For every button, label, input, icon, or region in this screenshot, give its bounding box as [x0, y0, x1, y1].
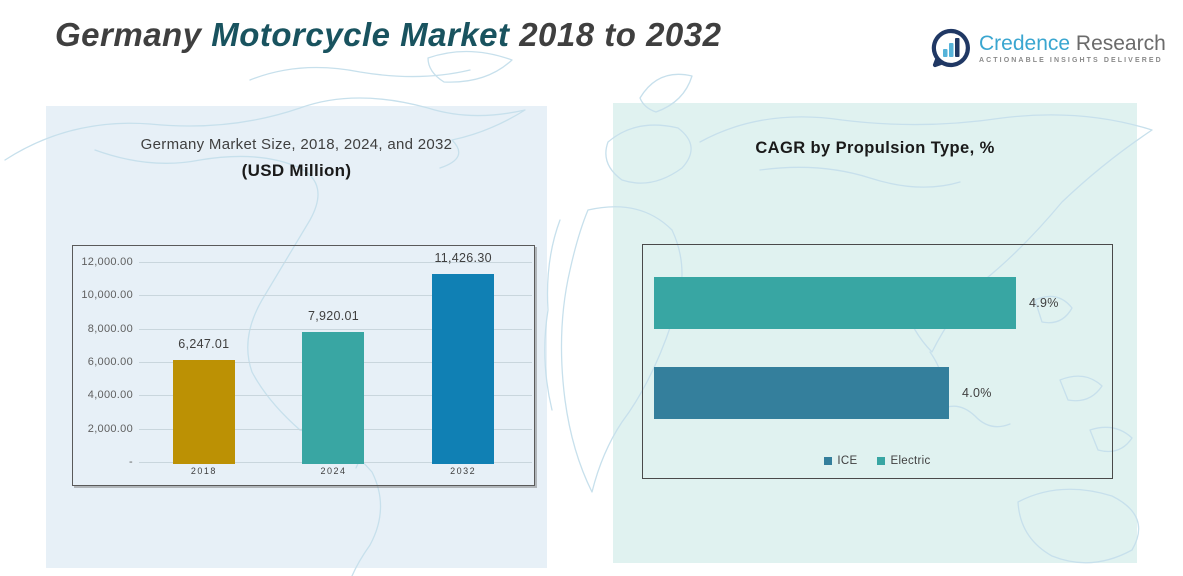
page-title-suffix: 2018 to 2032: [519, 16, 722, 53]
bars-row: 6,247.01 7,920.01 11,426.30: [139, 251, 528, 464]
hbar-ice: [654, 367, 949, 419]
bar-chart-bubble-icon: [931, 28, 970, 68]
bar-group-2032: 11,426.30: [432, 251, 495, 464]
y-axis-tick-label: 4,000.00: [87, 389, 133, 402]
gridline: [139, 262, 532, 263]
page-title-prefix: Germany: [55, 16, 212, 53]
right-chart-title: CAGR by Propulsion Type, %: [755, 139, 995, 157]
hbar-row-ice: 4.0%: [654, 367, 992, 419]
y-axis-tick-label: 6,000.00: [87, 355, 133, 368]
right-chart-plot-area: 4.9% 4.0% ICE Electric: [642, 244, 1113, 479]
bar-2024: [302, 332, 365, 464]
credence-research-logo: Credence Research Actionable Insights De…: [931, 28, 1166, 68]
page-title: Germany Motorcycle Market 2018 to 2032: [55, 16, 722, 54]
legend-item-electric: Electric: [877, 455, 930, 467]
legend-label: ICE: [837, 455, 858, 467]
legend-swatch-ice: [824, 457, 833, 465]
legend: ICE Electric: [643, 455, 1112, 467]
page-title-highlight: Motorcycle Market: [211, 16, 510, 53]
left-chart-title-line2: (USD Million): [241, 161, 352, 180]
gridline: [139, 295, 532, 297]
legend-label: Electric: [890, 455, 931, 467]
logo-name: Credence Research: [979, 31, 1166, 55]
bar-value-label: 6,247.01: [178, 337, 230, 351]
bar-value-label: 11,426.30: [434, 251, 492, 265]
bar-group-2018: 6,247.01: [172, 337, 235, 464]
hbar-row-electric: 4.9%: [654, 277, 1059, 329]
bar-value-label: 7,920.01: [307, 309, 360, 323]
bar-2018: [172, 360, 235, 464]
bar-2032: [432, 274, 495, 464]
x-axis-labels: 2018 2024 2032: [139, 466, 528, 476]
y-axis-tick-label: 12,000.00: [81, 256, 133, 268]
hbar-value-label: 4.9%: [1029, 296, 1059, 310]
bar-group-2024: 7,920.01: [302, 309, 365, 464]
legend-item-ice: ICE: [824, 455, 857, 467]
category-label-2024: 2024: [320, 466, 347, 476]
left-chart-title-line1: Germany Market Size, 2018, 2024, and 203…: [140, 136, 453, 153]
left-chart-plot-area: 12,000.00 10,000.00 8,000.00 6,000.00 4,000.…: [72, 245, 535, 486]
logo-name-primary: Credence: [979, 31, 1071, 55]
hbar-value-label: 4.0%: [962, 386, 992, 400]
left-chart-title: Germany Market Size, 2018, 2024, and 203…: [46, 136, 547, 181]
y-axis-tick-label: -: [129, 455, 133, 468]
logo-name-secondary: Research: [1075, 31, 1166, 55]
y-axis-tick-label: 2,000.00: [87, 422, 133, 435]
y-axis-tick-label: 10,000.00: [81, 289, 133, 302]
logo-tagline: Actionable Insights Delivered: [979, 56, 1163, 64]
hbar-electric: [654, 277, 1016, 329]
y-axis-tick-label: 8,000.00: [87, 322, 133, 335]
legend-swatch-electric: [877, 457, 886, 465]
category-label-2032: 2032: [450, 466, 477, 476]
gridline: [139, 328, 532, 330]
category-label-2018: 2018: [190, 466, 217, 476]
